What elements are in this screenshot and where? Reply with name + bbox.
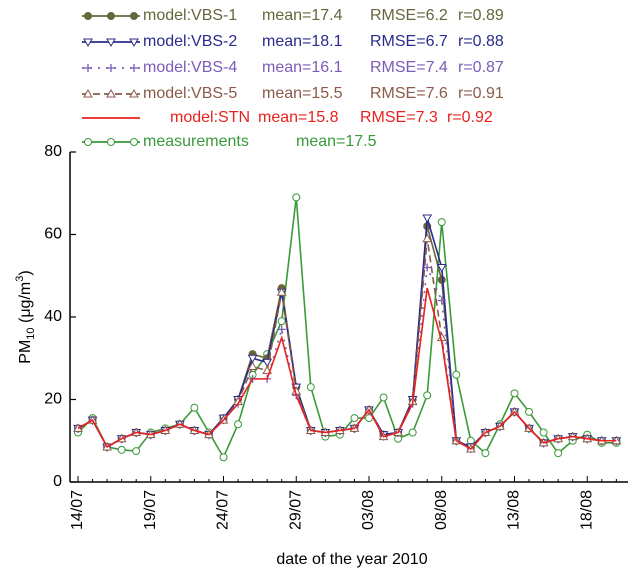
legend-label: model:VBS-1: [143, 7, 237, 24]
x-tick-label: 24/07: [215, 490, 232, 530]
series-line: [77, 226, 617, 449]
y-tick-label: 80: [44, 143, 62, 160]
y-label-part: (μg/m: [17, 282, 34, 328]
marker: [436, 264, 447, 273]
y-axis-label: PM10 (μg/m3): [14, 270, 37, 363]
series-line: [77, 217, 617, 449]
x-tick-label: 08/08: [433, 490, 450, 530]
marker: [292, 193, 301, 202]
marker: [277, 317, 286, 326]
x-tick-label: 03/08: [360, 490, 377, 530]
marker: [84, 64, 92, 72]
legend-stat: RMSE=7.3: [360, 109, 438, 126]
legend-stat: RMSE=6.7: [370, 33, 448, 50]
series-line: [77, 287, 617, 451]
legend-label: model:VBS-5: [143, 85, 237, 102]
marker: [84, 12, 92, 20]
marker: [277, 325, 286, 334]
y-label-part: 3: [14, 276, 26, 282]
marker: [437, 218, 446, 227]
marker: [350, 414, 359, 423]
marker: [379, 393, 388, 402]
marker: [234, 420, 243, 429]
legend-stat: mean=15.8: [258, 109, 339, 126]
x-tick-label: 29/07: [287, 490, 304, 530]
y-tick-label: 60: [44, 226, 62, 243]
marker: [107, 138, 115, 146]
marker: [554, 449, 563, 458]
marker: [106, 88, 116, 98]
series-line: [77, 197, 617, 460]
y-label-part: ): [17, 270, 34, 275]
marker: [190, 403, 199, 412]
marker: [129, 88, 139, 98]
marker: [422, 214, 433, 224]
legend-stat: RMSE=6.2: [370, 7, 448, 24]
marker: [130, 12, 138, 20]
x-tick-label: 18/08: [578, 490, 595, 530]
marker: [83, 38, 93, 48]
marker: [219, 453, 228, 462]
y-tick-label: 0: [53, 473, 62, 490]
marker: [437, 296, 446, 305]
legend-stat: mean=16.1: [262, 59, 343, 76]
marker: [84, 138, 92, 146]
marker: [408, 428, 417, 437]
marker: [262, 358, 273, 368]
legend-stat: mean=17.5: [296, 133, 377, 150]
x-tick-label: 13/08: [506, 490, 523, 530]
legend-label: model:VBS-2: [143, 33, 237, 50]
legend-stat: r=0.88: [458, 33, 504, 50]
marker: [306, 383, 315, 392]
legend-stat: mean=17.4: [262, 7, 343, 24]
marker: [437, 275, 446, 284]
marker: [117, 445, 126, 454]
y-tick-label: 40: [44, 308, 62, 325]
legend-stat: r=0.91: [458, 85, 504, 102]
marker: [276, 287, 287, 296]
x-axis-label: date of the year 2010: [276, 551, 427, 568]
marker: [510, 389, 519, 398]
marker: [539, 428, 548, 437]
y-label-part: 10: [25, 327, 37, 339]
x-tick-label: 14/07: [69, 490, 86, 530]
legend-label: measurements: [143, 133, 249, 150]
marker: [423, 391, 432, 400]
marker: [107, 12, 115, 20]
marker: [129, 38, 139, 48]
legend-label: model:VBS-4: [143, 59, 237, 76]
legend-stat: mean=18.1: [262, 33, 343, 50]
series-line: [77, 238, 617, 451]
y-label-part: PM: [17, 340, 34, 364]
marker: [83, 88, 93, 98]
marker: [481, 449, 490, 458]
legend-stat: r=0.87: [458, 59, 504, 76]
marker: [247, 361, 258, 370]
legend-stat: mean=15.5: [262, 85, 343, 102]
marker: [422, 233, 433, 243]
legend-stat: RMSE=7.4: [370, 59, 448, 76]
legend-stat: r=0.89: [458, 7, 504, 24]
marker: [525, 407, 534, 416]
marker: [132, 447, 141, 456]
marker: [130, 138, 138, 146]
marker: [106, 38, 116, 48]
marker: [247, 354, 258, 364]
legend-stat: RMSE=7.6: [370, 85, 448, 102]
marker: [130, 64, 138, 72]
legend-label: model:STN: [170, 109, 250, 126]
marker: [452, 370, 461, 379]
x-tick-label: 19/07: [142, 490, 159, 530]
legend-stat: r=0.92: [447, 109, 493, 126]
y-tick-label: 20: [44, 391, 62, 408]
marker: [423, 263, 432, 272]
marker: [107, 64, 115, 72]
